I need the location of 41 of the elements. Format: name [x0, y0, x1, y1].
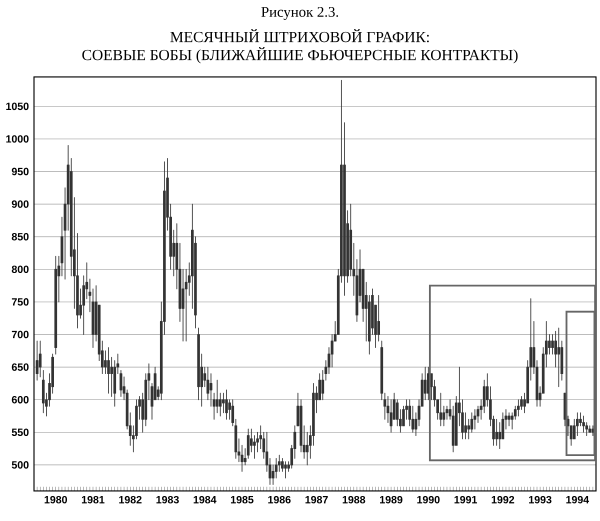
y-tick-label: 700 [12, 330, 29, 338]
candlestick [36, 340, 38, 381]
y-tick-label: 550 [12, 428, 29, 436]
x-tick-label: 1991 [454, 496, 478, 504]
x-tick-label: 1992 [492, 496, 514, 504]
text: Рисунок 2.3. [261, 6, 338, 20]
x-tick-label: 1994 [566, 496, 590, 504]
y-tick-label: 1050 [6, 102, 29, 110]
candlestick [107, 347, 110, 394]
candlestick [582, 416, 585, 433]
y-tick-label: 800 [12, 266, 29, 274]
candlestick [284, 461, 287, 478]
x-tick-label: 1987 [305, 496, 328, 504]
y-tick-label: 900 [12, 200, 29, 208]
x-tick-label: 1981 [82, 496, 104, 504]
candlestick [508, 412, 510, 426]
chart-subtitle: СОЕВЫЕ БОБЫ (БЛИЖАЙШИЕ ФЬЮЧЕРСНЫЕ КОНТРАКТЫ) [82, 46, 518, 64]
y-tick-label: 950 [12, 168, 29, 176]
x-tick-label: 1983 [156, 496, 179, 504]
candlestick [517, 399, 520, 416]
x-tick-label: 1993 [529, 496, 552, 504]
candlestick [225, 390, 228, 420]
x-tick-label: 1985 [230, 496, 254, 504]
y-tick-label: 500 [12, 461, 29, 469]
y-tick-label: 650 [12, 363, 29, 371]
x-tick-label: 1989 [380, 496, 402, 504]
x-tick-label: 1986 [268, 496, 291, 504]
y-tick-label: 1000 [6, 135, 29, 143]
x-tick-label: 1982 [119, 496, 142, 504]
x-tick-label: 1990 [417, 496, 440, 504]
y-tick-label: 850 [12, 232, 29, 240]
candlestick [474, 409, 476, 430]
x-tick-label: 1980 [44, 496, 68, 504]
chart-title: МЕСЯЧНЫЙ ШТРИХОВОЙ ГРАФИК: [170, 28, 429, 42]
x-tick-label: 1988 [342, 496, 366, 504]
candlestick [576, 412, 579, 436]
y-tick-label: 750 [12, 298, 29, 306]
x-tick-label: 1984 [194, 496, 216, 504]
candlestick [495, 418, 498, 446]
y-tick-label: 600 [12, 396, 29, 404]
candlestick [54, 256, 58, 354]
